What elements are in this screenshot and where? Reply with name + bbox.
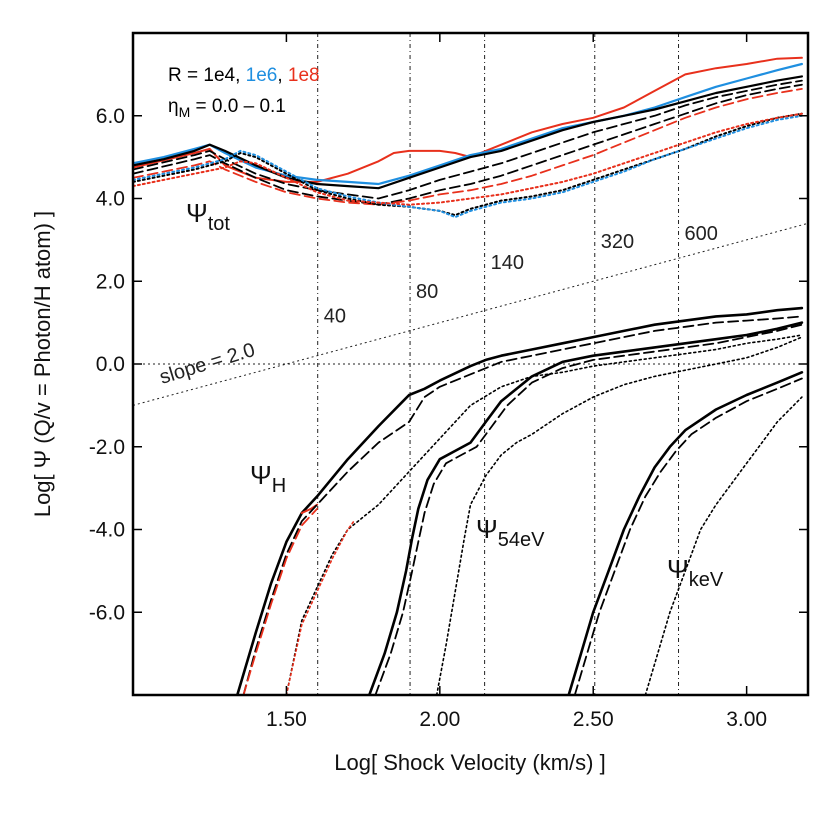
velocity-marker-label-40: 40	[324, 306, 346, 328]
legend-r1e4: R = 1e4,	[168, 65, 246, 86]
psi-54ev-sub: 54eV	[498, 529, 545, 551]
series-line-14	[285, 520, 355, 695]
curve-label-psi-tot: Ψtot	[186, 198, 230, 235]
psi-kev-base: Ψ	[667, 554, 689, 584]
y-tick-label: 6.0	[96, 105, 125, 128]
series-line-3	[133, 79, 803, 200]
series-line-19	[573, 377, 803, 695]
legend-line-2: ηM = 0.0 – 0.1	[168, 96, 286, 120]
x-tick-label: 1.50	[266, 708, 307, 731]
y-tick-label: -4.0	[89, 519, 125, 542]
y-tick-label: -6.0	[89, 601, 125, 624]
series-line-4	[133, 83, 803, 206]
y-tick-label: 4.0	[96, 188, 125, 211]
x-tick-label: 2.50	[573, 708, 614, 731]
x-tick-label: 2.00	[419, 708, 460, 731]
series-line-20	[644, 396, 803, 695]
y-tick-label: 2.0	[96, 270, 125, 293]
velocity-marker-label-600: 600	[685, 223, 718, 245]
curve-label-psi-54ev: Ψ54eV	[476, 514, 545, 551]
x-axis-title: Log[ Shock Velocity (km/s) ]	[334, 750, 605, 775]
legend-sep: ,	[277, 65, 288, 86]
series-line-15	[367, 321, 804, 695]
legend-line-1: R = 1e4, 1e6, 1e8	[168, 65, 320, 86]
psi-h-sub: H	[272, 475, 286, 497]
series-line-5	[133, 88, 803, 206]
series-line-12	[242, 507, 319, 695]
velocity-marker-label-140: 140	[491, 252, 524, 274]
series-line-6	[133, 112, 803, 217]
psi-tot-base: Ψ	[186, 198, 208, 228]
legend-r1e6: 1e6	[246, 65, 278, 86]
y-axis-title: Log[ Ψ (Q/v = Photon/H atom) ]	[30, 211, 55, 517]
series-line-1	[133, 62, 804, 186]
curve-label-psi-kev: ΨkeV	[667, 554, 724, 591]
x-tick-label: 3.00	[726, 708, 767, 731]
velocity-marker-labels: 40 80 140 320 600	[324, 223, 718, 328]
series-line-17	[435, 336, 803, 695]
legend-eta-sub: M	[179, 104, 191, 120]
velocity-marker-label-320: 320	[601, 231, 634, 253]
legend-eta-symbol: η	[168, 96, 179, 117]
slope-reference-line	[133, 222, 808, 406]
series-line-16	[374, 323, 803, 695]
series-line-11	[242, 315, 803, 695]
y-tick-label: 0.0	[96, 353, 125, 376]
legend-eta-range: = 0.0 – 0.1	[190, 96, 286, 117]
psi-h-base: Ψ	[250, 460, 272, 490]
series-line-18	[567, 370, 804, 695]
series-line-7	[133, 114, 803, 219]
series-line-13	[285, 334, 803, 695]
velocity-marker-label-80: 80	[416, 281, 438, 303]
psi-54ev-base: Ψ	[476, 514, 498, 544]
series-line-2	[133, 75, 804, 190]
curve-label-psi-h: ΨH	[250, 460, 286, 497]
series-line-8	[133, 112, 803, 206]
y-tick-label: -2.0	[89, 436, 125, 459]
psi-kev-sub: keV	[689, 569, 724, 591]
series-lines	[133, 56, 804, 695]
legend-r1e8: 1e8	[288, 65, 320, 86]
psi-tot-sub: tot	[208, 213, 231, 235]
axis-ticks: 1.50 2.00 2.50 3.00 6.0 4.0 2.0 0.0 -2.0 -4.0 -6.0	[89, 33, 808, 731]
